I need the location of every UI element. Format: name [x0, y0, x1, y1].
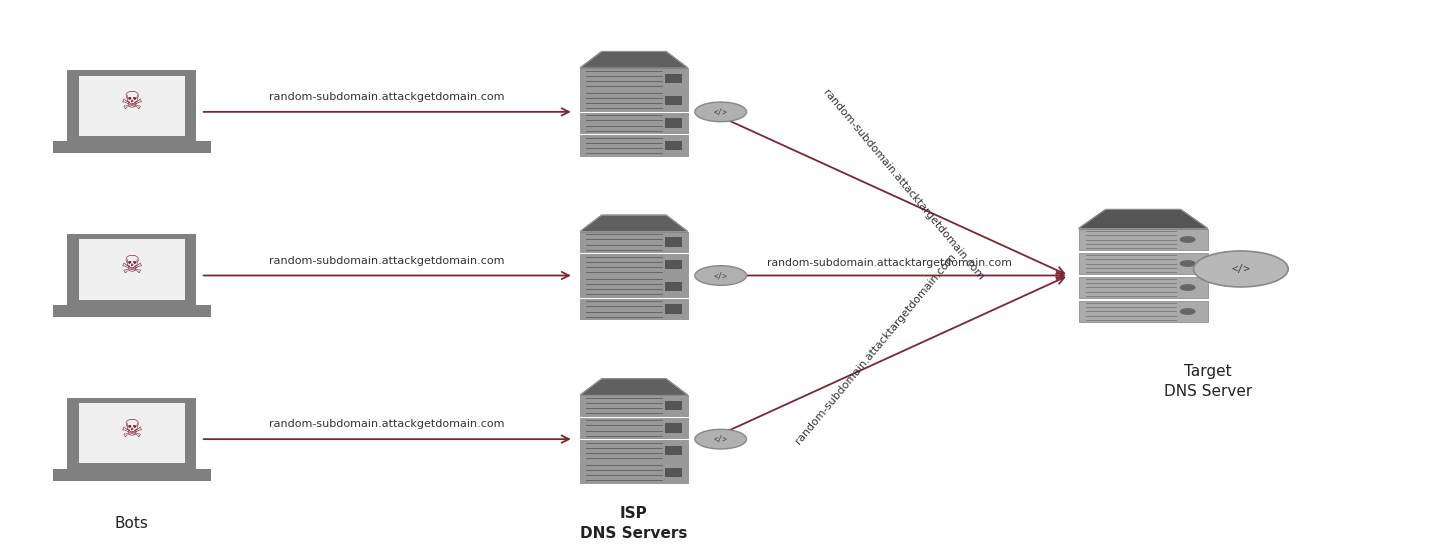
- Circle shape: [1181, 309, 1195, 314]
- FancyBboxPatch shape: [580, 276, 688, 297]
- Text: </>: </>: [1231, 264, 1250, 274]
- FancyBboxPatch shape: [665, 304, 683, 314]
- FancyBboxPatch shape: [580, 254, 688, 275]
- Circle shape: [1181, 285, 1195, 290]
- FancyBboxPatch shape: [53, 468, 210, 480]
- FancyBboxPatch shape: [665, 96, 683, 105]
- Text: </>: </>: [714, 107, 727, 116]
- FancyBboxPatch shape: [53, 141, 210, 153]
- FancyBboxPatch shape: [1079, 301, 1208, 322]
- FancyBboxPatch shape: [79, 403, 184, 463]
- FancyBboxPatch shape: [1079, 277, 1208, 299]
- Text: </>: </>: [714, 271, 727, 280]
- Circle shape: [696, 266, 746, 285]
- Text: ISP
DNS Servers: ISP DNS Servers: [580, 506, 688, 541]
- Circle shape: [1181, 261, 1195, 266]
- FancyBboxPatch shape: [580, 299, 688, 320]
- FancyBboxPatch shape: [68, 234, 196, 305]
- Circle shape: [696, 102, 746, 122]
- FancyBboxPatch shape: [665, 282, 683, 291]
- Text: Target
DNS Server: Target DNS Server: [1164, 364, 1251, 399]
- Polygon shape: [1079, 209, 1208, 229]
- Text: random-subdomain.attackgetdomain.com: random-subdomain.attackgetdomain.com: [269, 256, 505, 266]
- FancyBboxPatch shape: [79, 75, 184, 136]
- FancyBboxPatch shape: [580, 90, 688, 111]
- FancyBboxPatch shape: [580, 231, 688, 252]
- FancyBboxPatch shape: [1079, 229, 1208, 250]
- Text: ☠: ☠: [121, 90, 143, 114]
- Polygon shape: [580, 52, 688, 68]
- FancyBboxPatch shape: [580, 135, 688, 156]
- Circle shape: [1194, 251, 1289, 287]
- FancyBboxPatch shape: [665, 446, 683, 455]
- Text: random-subdomain.attackgetdomain.com: random-subdomain.attackgetdomain.com: [269, 419, 505, 429]
- FancyBboxPatch shape: [665, 468, 683, 477]
- Polygon shape: [580, 215, 688, 231]
- FancyBboxPatch shape: [580, 440, 688, 461]
- Text: random-subdomain.attackgetdomain.com: random-subdomain.attackgetdomain.com: [269, 92, 505, 102]
- FancyBboxPatch shape: [665, 74, 683, 83]
- Text: random-subdomain.attacktargetdomain.com: random-subdomain.attacktargetdomain.com: [821, 88, 985, 282]
- Text: ☠: ☠: [121, 254, 143, 278]
- Text: Bots: Bots: [115, 516, 148, 531]
- FancyBboxPatch shape: [79, 239, 184, 300]
- FancyBboxPatch shape: [580, 113, 688, 133]
- Text: </>: </>: [714, 435, 727, 444]
- FancyBboxPatch shape: [580, 395, 688, 416]
- FancyBboxPatch shape: [68, 71, 196, 141]
- FancyBboxPatch shape: [53, 305, 210, 317]
- Text: ☠: ☠: [121, 418, 143, 441]
- Circle shape: [1181, 237, 1195, 242]
- FancyBboxPatch shape: [580, 418, 688, 438]
- Text: random-subdomain.attacktargetdomain.com: random-subdomain.attacktargetdomain.com: [768, 258, 1012, 268]
- FancyBboxPatch shape: [665, 423, 683, 433]
- FancyBboxPatch shape: [665, 118, 683, 128]
- FancyBboxPatch shape: [1079, 252, 1208, 274]
- FancyBboxPatch shape: [665, 141, 683, 150]
- FancyBboxPatch shape: [580, 68, 688, 89]
- Polygon shape: [580, 379, 688, 395]
- Circle shape: [696, 429, 746, 449]
- Text: random-subdomain.attacktargetdomain.com: random-subdomain.attacktargetdomain.com: [793, 251, 958, 446]
- FancyBboxPatch shape: [665, 260, 683, 269]
- FancyBboxPatch shape: [68, 398, 196, 468]
- FancyBboxPatch shape: [665, 401, 683, 410]
- FancyBboxPatch shape: [580, 462, 688, 483]
- FancyBboxPatch shape: [665, 237, 683, 247]
